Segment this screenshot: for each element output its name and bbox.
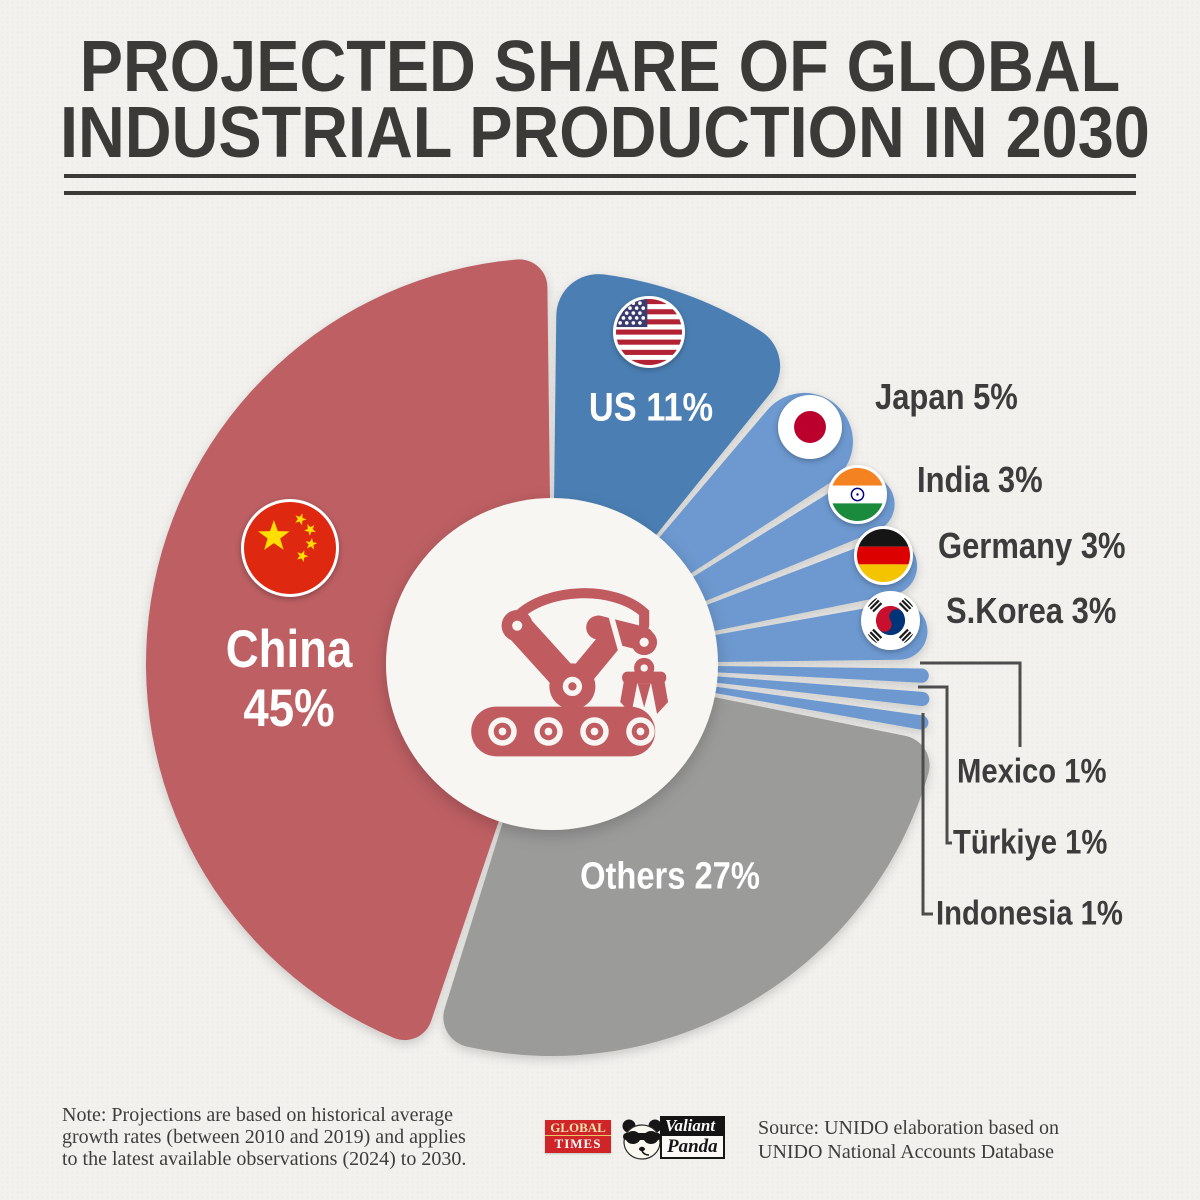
source-text: Source: UNIDO elaboration based on UNIDO… — [758, 1117, 1060, 1163]
label-turkiye: Türkiye 1% — [953, 823, 1108, 862]
note-text: Note: Projections are based on historica… — [62, 1104, 467, 1170]
label-mexico: Mexico 1% — [957, 752, 1107, 791]
label-china-name: China — [225, 620, 353, 679]
pie-segment-germany — [664, 537, 918, 640]
pie-segment-mexico — [669, 665, 929, 683]
flag-germany-icon — [854, 526, 913, 585]
flag-us-icon — [613, 296, 685, 368]
title-line-2: INDUSTRIAL PRODUCTION IN 2030 — [60, 93, 1150, 173]
panda-logo-line2: Panda — [660, 1136, 725, 1159]
page-title: PROJECTED SHARE OF GLOBAL INDUSTRIAL PRO… — [0, 27, 1200, 173]
valiant-panda-logo: Valiant Panda — [620, 1116, 750, 1162]
label-india: India 3% — [917, 459, 1043, 500]
pie-segment-indonesia — [668, 680, 929, 730]
leader-line-turkiye — [918, 685, 952, 845]
label-china-value: 45% — [243, 679, 335, 738]
panda-icon — [620, 1118, 664, 1162]
label-others: Others 27% — [580, 855, 760, 898]
label-china: China 45% — [226, 620, 353, 738]
label-japan: Japan 5% — [875, 376, 1018, 417]
label-germany: Germany 3% — [938, 525, 1126, 566]
label-skorea: S.Korea 3% — [946, 590, 1117, 631]
flag-china-icon — [241, 499, 339, 597]
title-line-1: PROJECTED SHARE OF GLOBAL — [79, 27, 1121, 107]
globaltimes-logo: GLOBAL TIMES — [545, 1120, 611, 1153]
pie-segment-others — [443, 689, 930, 1056]
leader-line-mexico — [920, 661, 1022, 747]
title-underline — [64, 174, 1136, 195]
pie-segment-trkiye — [669, 672, 930, 707]
flag-india-icon — [828, 465, 887, 524]
pie-segment-china — [145, 259, 551, 1041]
pie-segment-us — [553, 274, 781, 569]
robot-arm-icon — [471, 588, 669, 757]
label-indonesia: Indonesia 1% — [936, 894, 1123, 933]
flag-japan-icon — [778, 395, 842, 459]
label-us: US 11% — [588, 385, 714, 430]
panda-logo-line1: Valiant — [660, 1116, 725, 1136]
leader-line-indonesia — [921, 713, 933, 916]
flag-south-korea-icon — [861, 591, 920, 650]
